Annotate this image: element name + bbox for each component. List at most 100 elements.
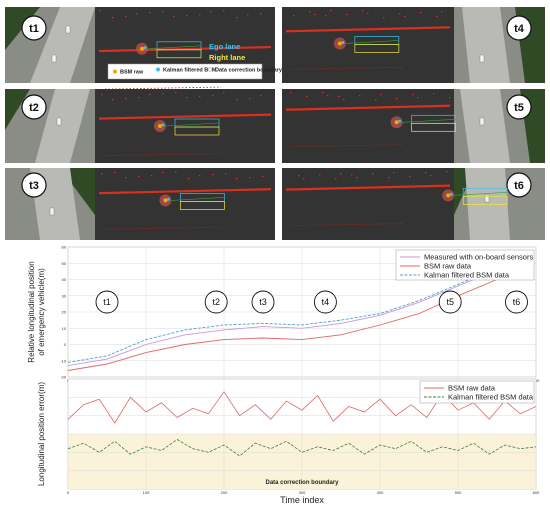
badge-label-t3: t3: [29, 180, 39, 192]
noise-point: [383, 17, 385, 19]
time-marker-t5: [438, 290, 462, 314]
bsm-raw-point-2: [158, 124, 162, 128]
lane-points-1: [98, 45, 272, 53]
chart2-xtick-label: 100: [143, 490, 150, 495]
badge-t4: [506, 15, 532, 41]
noise-point: [236, 99, 238, 101]
noise-point: [290, 92, 292, 94]
legend-boundary-marker: [207, 67, 213, 72]
noise-point: [210, 11, 212, 13]
noise-point: [372, 173, 374, 175]
chart2-legend-box: [419, 380, 535, 404]
noise-point: [417, 97, 419, 99]
noise-point: [409, 176, 411, 178]
time-marker-label-t1: t1: [103, 297, 111, 307]
chart2-ylabel: Longitudinal position error(m): [37, 382, 46, 486]
chart1-ytick-label: 60: [62, 245, 67, 250]
noise-point: [396, 98, 398, 100]
lane-points-4: [285, 26, 451, 33]
right-lane-box-4: [354, 44, 400, 53]
noise-point: [338, 96, 340, 98]
panel-t2: t2: [5, 89, 275, 163]
data-correction-boundary-label: Data correction boundary: [265, 480, 339, 486]
kalman-point-5: [398, 119, 402, 123]
chart1-series-0: [67, 257, 529, 367]
kalman-point-6: [449, 192, 453, 196]
track-line-3: [171, 197, 225, 201]
noise-point: [125, 16, 127, 18]
noise-point: [351, 174, 353, 176]
noise-point: [441, 11, 443, 13]
pointcloud-t4: [282, 7, 454, 83]
kalman-point-3: [166, 197, 170, 201]
noise-point: [162, 172, 164, 174]
noise-point: [186, 15, 188, 17]
chart2-series-0: [67, 391, 537, 424]
noise-point: [149, 12, 151, 14]
right-lane-box-2: [174, 126, 220, 136]
road-edge-points-1: [104, 86, 222, 90]
lane-points-2: [98, 113, 272, 120]
noise-point: [356, 177, 358, 179]
noise-point: [199, 14, 201, 16]
car-t1: [65, 25, 71, 34]
chart1-legend-label-1: BSM raw data: [424, 262, 472, 271]
track-line-2: [165, 122, 220, 127]
track-line-4: [345, 40, 399, 44]
noise-point: [380, 94, 382, 96]
chart1-ytick-label: 0: [64, 342, 67, 347]
pointcloud-t3: [95, 168, 275, 240]
time-marker-label-t5: t5: [446, 297, 454, 307]
chart2-xlabel: Time index: [280, 495, 324, 505]
noise-point: [138, 97, 140, 99]
chart2-xtick-label: 0: [67, 490, 70, 495]
time-marker-t6: [505, 290, 528, 314]
time-marker-label-t3: t3: [259, 297, 267, 307]
legend-bsm-raw-marker: [113, 69, 117, 74]
right-lane-box-5: [411, 122, 456, 132]
noise-point: [199, 96, 201, 98]
chart2-legend-label-0: BSM raw data: [448, 384, 496, 393]
bsm-raw-point-4: [337, 41, 342, 46]
track-line-6: [454, 192, 508, 196]
road-t2: [35, 89, 90, 163]
noise-point: [138, 176, 140, 178]
bsm-raw-point-3: [163, 198, 168, 203]
right-lane-box-3: [180, 201, 225, 210]
track-line-5: [402, 119, 456, 123]
noise-point: [173, 16, 175, 18]
chart2-xtick-label: 200: [221, 490, 228, 495]
inset-annotations: Ego lane Right lane BSM raw Kalman filte…: [107, 42, 283, 80]
kalman-point-4: [341, 40, 345, 44]
noise-point: [319, 174, 321, 176]
noise-point: [114, 172, 116, 174]
road-edge-points-4: [291, 66, 403, 70]
badge-t1: [21, 15, 47, 41]
noise-point: [101, 173, 103, 175]
noise-point: [260, 95, 262, 97]
noise-point: [446, 171, 448, 173]
noise-point: [430, 175, 432, 177]
noise-point: [449, 97, 451, 99]
track-line-1: [147, 45, 202, 50]
pointcloud-t5: [282, 89, 454, 163]
noise-point: [162, 11, 164, 13]
right-lane-box-6: [462, 196, 508, 205]
noise-point: [151, 175, 153, 177]
panel-t3: t3: [5, 168, 275, 240]
car-t2: [56, 117, 62, 126]
bsm-raw-point-1: [140, 46, 144, 51]
noise-point: [249, 177, 251, 179]
chart1-legend-label-2: Kalman filtered BSM data: [424, 271, 510, 280]
right-lane-label: Right lane: [209, 53, 245, 62]
bsm-raw-point-5: [394, 120, 399, 125]
road-t4: [462, 7, 510, 83]
chart1-series-2: [67, 256, 529, 363]
noise-point: [309, 11, 311, 13]
noise-point: [262, 176, 264, 178]
time-marker-label-t6: t6: [513, 297, 521, 307]
road-edge-points-6: [291, 223, 403, 226]
